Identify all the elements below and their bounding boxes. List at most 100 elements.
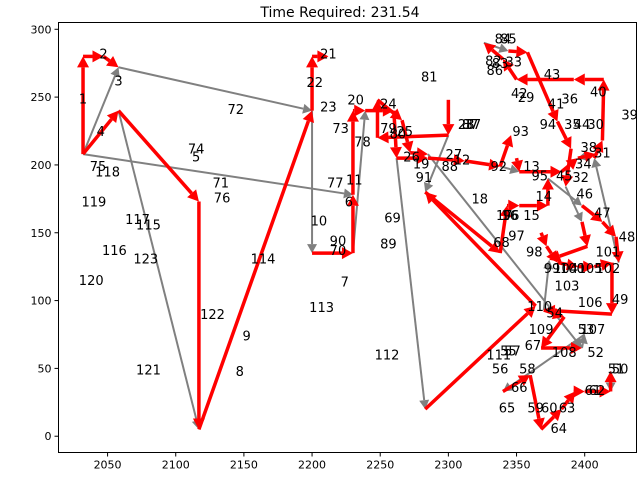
route-arrow xyxy=(597,79,610,141)
node-label: 117 xyxy=(125,213,150,228)
node-label: 24 xyxy=(380,98,397,113)
edge-arrow xyxy=(591,158,620,263)
route-arrow xyxy=(511,157,523,172)
node-label: 20 xyxy=(347,94,364,109)
edge-arrow xyxy=(307,110,318,254)
x-tick-label: 2150 xyxy=(230,459,258,472)
node-label: 68 xyxy=(493,236,510,251)
node-label: 44 xyxy=(574,118,591,133)
x-tick-label: 2200 xyxy=(298,459,326,472)
route-arrow xyxy=(83,50,104,63)
edge-arrow xyxy=(82,153,353,199)
y-tick-label: 150 xyxy=(31,227,52,240)
route-arrow xyxy=(573,73,604,86)
node-label: 21 xyxy=(320,48,337,63)
node-label: 67 xyxy=(525,339,542,354)
route-arrow xyxy=(427,154,465,167)
plot-frame xyxy=(58,22,637,453)
node-label: 5 xyxy=(192,151,200,166)
node-label: 22 xyxy=(307,76,324,91)
node-label: 30 xyxy=(587,118,604,133)
route-arrow xyxy=(557,258,578,271)
node-label: 99 xyxy=(544,262,561,277)
node-label: 104 xyxy=(553,262,578,277)
node-label: 14 xyxy=(536,190,553,205)
route-arrow xyxy=(593,259,612,271)
route-arrow xyxy=(584,385,611,398)
node-label: 111 xyxy=(486,349,511,364)
node-label: 75 xyxy=(90,160,107,175)
node-label: 82 xyxy=(485,54,502,69)
node-label: 15 xyxy=(523,209,540,224)
node-label: 23 xyxy=(320,100,337,115)
route-arrow xyxy=(592,140,604,159)
node-label: 46 xyxy=(576,187,593,202)
node-label: 78 xyxy=(354,136,371,151)
node-label: 74 xyxy=(188,143,205,158)
node-label: 123 xyxy=(133,252,158,267)
node-label: 32 xyxy=(572,171,589,186)
route-arrow xyxy=(539,409,562,431)
route-arrow xyxy=(580,204,603,222)
node-label: 11 xyxy=(346,174,363,189)
node-label: 48 xyxy=(619,231,636,246)
route-arrow xyxy=(508,45,528,58)
node-label: 26 xyxy=(403,151,420,166)
node-label: 50 xyxy=(612,362,629,377)
node-label: 10 xyxy=(311,214,328,229)
node-label: 98 xyxy=(526,246,543,261)
node-label: 94 xyxy=(540,118,557,133)
node-label: 70 xyxy=(330,244,347,259)
route-arrow xyxy=(371,99,384,138)
route-arrow xyxy=(312,50,329,63)
node-label: 18 xyxy=(471,193,488,208)
node-label: 9 xyxy=(242,330,250,345)
node-label: 91 xyxy=(416,171,433,186)
x-tick-label: 2400 xyxy=(571,459,599,472)
route-arrow xyxy=(483,42,505,61)
node-label: 13 xyxy=(523,160,540,175)
node-label: 58 xyxy=(519,362,536,377)
route-arrow xyxy=(377,131,449,144)
node-label: 88 xyxy=(441,160,458,175)
node-label: 62 xyxy=(589,384,606,399)
node-label: 12 xyxy=(454,153,471,168)
node-label: 27 xyxy=(446,148,463,163)
node-label: 47 xyxy=(594,206,611,221)
edges-layer xyxy=(77,41,624,431)
node-label: 53 xyxy=(578,323,595,338)
node-label: 55 xyxy=(500,345,517,360)
node-label: 81 xyxy=(421,71,438,86)
node-label: 19 xyxy=(413,157,430,172)
route-arrow xyxy=(352,104,366,117)
edge-arrow xyxy=(564,186,583,222)
node-label: 93 xyxy=(512,125,529,140)
route-arrow xyxy=(117,109,199,202)
route-arrow xyxy=(604,371,617,392)
route-arrow xyxy=(579,221,591,247)
node-label: 100 xyxy=(560,262,585,277)
route-arrow xyxy=(555,120,572,149)
node-label: 119 xyxy=(82,195,107,210)
route-arrow xyxy=(498,135,514,167)
node-label: 89 xyxy=(380,237,397,252)
route-arrow xyxy=(424,190,501,254)
node-label: 25 xyxy=(396,125,413,140)
node-label: 102 xyxy=(595,262,620,277)
node-label: 1 xyxy=(79,92,87,107)
edge-arrow xyxy=(82,67,120,155)
node-label: 121 xyxy=(136,364,161,379)
node-label: 61 xyxy=(585,384,602,399)
node-label: 43 xyxy=(544,68,561,83)
route-arrow xyxy=(502,59,518,81)
route-arrow xyxy=(102,54,119,68)
route-arrow xyxy=(376,98,403,121)
node-label: 54 xyxy=(546,307,563,322)
route-arrow xyxy=(346,110,359,195)
node-label: 6 xyxy=(345,195,353,210)
node-label: 52 xyxy=(587,346,604,361)
route-arrow xyxy=(400,119,414,153)
node-label: 59 xyxy=(527,402,544,417)
node-label: 29 xyxy=(518,91,535,106)
node-label: 33 xyxy=(506,56,523,71)
